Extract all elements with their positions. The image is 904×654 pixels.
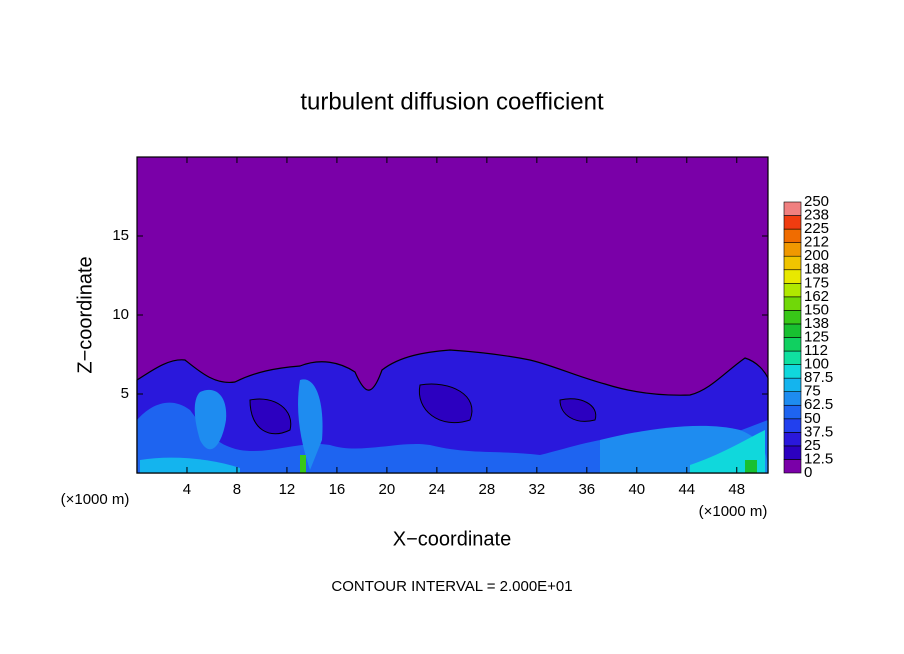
colorbar-label: 238	[804, 207, 829, 224]
x-axis-unit: (×1000 m)	[699, 503, 768, 520]
colorbar-label: 175	[804, 274, 829, 291]
x-tick-label: 44	[678, 481, 695, 498]
x-tick-label: 16	[329, 481, 346, 498]
colorbar-label: 87.5	[804, 369, 833, 386]
field-region	[418, 383, 473, 424]
field-region	[559, 398, 597, 422]
field-region	[300, 455, 306, 473]
colorbar-segment	[783, 337, 802, 352]
field-region	[745, 460, 757, 473]
x-tick-label: 8	[233, 481, 241, 498]
x-tick-label: 28	[479, 481, 496, 498]
colorbar-segment	[783, 282, 802, 298]
y-tick-label: 5	[121, 385, 129, 402]
colorbar-label: 250	[804, 193, 829, 210]
x-tick-label: 24	[429, 481, 446, 498]
colorbar-segment	[783, 364, 802, 379]
colorbar-label: 50	[804, 410, 821, 427]
colorbar-segment	[783, 404, 802, 420]
colorbar-label: 125	[804, 328, 829, 345]
colorbar-label: 37.5	[804, 423, 833, 440]
colorbar-segment	[783, 215, 802, 230]
colorbar-label: 0	[804, 464, 812, 481]
x-tick-label: 36	[578, 481, 595, 498]
colorbar-label: 188	[804, 261, 829, 278]
footer-note: CONTOUR INTERVAL = 2.000E+01	[331, 578, 572, 595]
colorbar-segment	[783, 350, 802, 365]
x-tick-label: 32	[528, 481, 545, 498]
colorbar-label: 100	[804, 356, 829, 373]
colorbar-segment	[783, 418, 802, 433]
colorbar-segment	[783, 242, 802, 257]
colorbar-label: 138	[804, 315, 829, 332]
field-region	[249, 398, 292, 435]
chart-title: turbulent diffusion coefficient	[300, 88, 604, 115]
colorbar-segment	[783, 310, 802, 325]
field-region	[298, 379, 323, 470]
x-tick-label: 48	[728, 481, 745, 498]
colorbar-segment	[783, 228, 802, 243]
colorbar-label: 75	[804, 383, 821, 400]
colorbar-segment	[783, 201, 802, 216]
colorbar-label: 25	[804, 437, 821, 454]
colorbar-label: 12.5	[804, 450, 833, 467]
colorbar-label: 62.5	[804, 396, 833, 413]
colorbar-label: 162	[804, 288, 829, 305]
colorbar-segment	[783, 432, 802, 447]
x-tick-label: 4	[183, 481, 191, 498]
field	[136, 157, 769, 474]
field-region	[140, 457, 240, 473]
colorbar-segment	[783, 445, 802, 460]
colorbar-label: 200	[804, 247, 829, 264]
colorbar-segment	[783, 323, 802, 338]
y-axis-unit: (×1000 m)	[61, 491, 130, 508]
colorbar-label: 225	[804, 220, 829, 237]
colorbar-segment	[783, 391, 802, 406]
colorbar-segment	[783, 255, 802, 271]
y-tick-label: 15	[112, 227, 129, 244]
colorbar-segment	[783, 269, 802, 284]
colorbar-segment	[783, 459, 802, 474]
y-tick-label: 10	[112, 306, 129, 323]
x-tick-label: 40	[628, 481, 645, 498]
x-tick-label: 20	[379, 481, 396, 498]
colorbar-label: 150	[804, 301, 829, 318]
colorbar-label: 212	[804, 234, 829, 251]
colorbar-label: 112	[804, 342, 828, 359]
colorbar-segment	[783, 377, 802, 392]
x-tick-label: 12	[279, 481, 296, 498]
field-region	[194, 389, 227, 450]
colorbar-segment	[783, 296, 802, 311]
x-axis-label: X−coordinate	[393, 528, 511, 550]
y-axis-label: Z−coordinate	[74, 256, 96, 373]
